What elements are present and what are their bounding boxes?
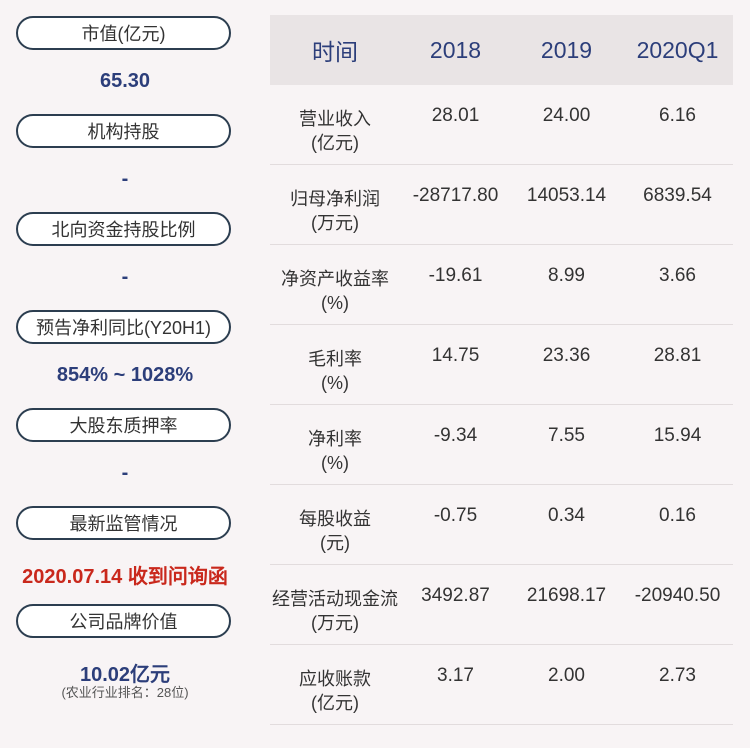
market-cap-label: 市值(亿元) — [16, 16, 231, 50]
row-label-unit: (元) — [320, 533, 350, 553]
row-value-2018: 3.17 — [437, 665, 474, 686]
row-label-name: 营业收入 — [299, 109, 371, 129]
row-label-name: 净资产收益率 — [281, 269, 389, 289]
header-period: 时间 — [312, 39, 358, 65]
row-value-2019: 23.36 — [542, 345, 591, 366]
institutional-holding-label: 机构持股 — [16, 114, 231, 148]
row-value-2019: 14053.14 — [526, 185, 607, 206]
row-label-unit: (%) — [321, 293, 349, 313]
row-label-name: 应收账款 — [299, 669, 371, 689]
row-value-2019: 0.34 — [548, 505, 585, 526]
row-value-2020q1: 6839.54 — [643, 185, 712, 206]
table-header: 时间 2018 2019 2020Q1 — [270, 15, 733, 85]
table-row: 净资产收益率 (%) -19.61 8.99 3.66 — [270, 245, 733, 325]
row-label: 毛利率 (%) — [270, 325, 400, 404]
pledge-ratio-label: 大股东质押率 — [16, 408, 231, 442]
profit-forecast-value: 854% ~ 1028% — [56, 364, 194, 386]
institutional-holding-value: - — [121, 168, 129, 190]
table-body: 营业收入 (亿元) 28.01 24.00 6.16 归母净利润 (万元) -28717.80… — [270, 85, 733, 725]
table-row: 经营活动现金流 (万元) 3492.87 21698.17 -20940.50 — [270, 565, 733, 645]
northbound-holding-label: 北向资金持股比例 — [16, 212, 231, 246]
row-value-2019: 8.99 — [548, 265, 585, 286]
row-value-2018: -9.34 — [433, 425, 478, 446]
row-value-2020q1: -20940.50 — [634, 585, 721, 606]
row-label-name: 归母净利润 — [290, 189, 380, 209]
table-row: 每股收益 (元) -0.75 0.34 0.16 — [270, 485, 733, 565]
row-value-2019: 21698.17 — [526, 585, 607, 606]
pledge-ratio-label-text: 大股东质押率 — [69, 416, 178, 436]
row-label: 归母净利润 (万元) — [270, 165, 400, 244]
brand-value-label-text: 公司品牌价值 — [69, 612, 178, 632]
row-value-2018: -19.61 — [428, 265, 483, 286]
market-cap-label-text: 市值(亿元) — [81, 24, 166, 44]
left-panel: 市值(亿元) 65.30 机构持股 - 北向资金持股比例 - 预告净利同比(Y2… — [0, 0, 250, 748]
row-value-2019: 7.55 — [548, 425, 585, 446]
row-value-2018: 14.75 — [431, 345, 480, 366]
market-cap-value: 65.30 — [99, 70, 151, 92]
row-value-2020q1: 28.81 — [653, 345, 702, 366]
financial-table: 时间 2018 2019 2020Q1 营业收入 (亿元) 28.01 24.00 6.… — [270, 15, 733, 725]
row-label-unit: (万元) — [311, 613, 359, 633]
row-value-2020q1: 0.16 — [659, 505, 696, 526]
row-label-unit: (%) — [321, 453, 349, 473]
header-2020q1: 2020Q1 — [636, 36, 719, 63]
institutional-holding-label-text: 机构持股 — [87, 122, 160, 142]
northbound-holding-label-text: 北向资金持股比例 — [51, 220, 196, 240]
row-label: 净资产收益率 (%) — [270, 245, 400, 324]
brand-value-value: 10.02亿元 — [79, 664, 171, 686]
brand-value-rank: (农业行业排名：28位) — [61, 685, 189, 700]
table-row: 应收账款 (亿元) 3.17 2.00 2.73 — [270, 645, 733, 725]
brand-value-label: 公司品牌价值 — [16, 604, 231, 638]
row-value-2020q1: 3.66 — [659, 265, 696, 286]
profit-forecast-label-text: 预告净利同比(Y20H1) — [35, 318, 212, 338]
row-value-2020q1: 6.16 — [659, 105, 696, 126]
row-label-name: 每股收益 — [299, 509, 371, 529]
row-label: 经营活动现金流 (万元) — [270, 565, 400, 644]
row-label: 每股收益 (元) — [270, 485, 400, 564]
header-2019: 2019 — [540, 36, 593, 63]
row-label-unit: (%) — [321, 373, 349, 393]
row-label: 应收账款 (亿元) — [270, 645, 400, 724]
row-label-unit: (亿元) — [311, 693, 359, 713]
table-row: 毛利率 (%) 14.75 23.36 28.81 — [270, 325, 733, 405]
table-row: 营业收入 (亿元) 28.01 24.00 6.16 — [270, 85, 733, 165]
regulatory-status-label-text: 最新监管情况 — [69, 514, 178, 534]
header-2018: 2018 — [429, 36, 482, 63]
row-label-name: 净利率 — [308, 429, 362, 449]
northbound-holding-value: - — [121, 266, 129, 288]
row-value-2018: 3492.87 — [421, 585, 490, 606]
row-label-name: 毛利率 — [308, 349, 362, 369]
row-label-name: 经营活动现金流 — [272, 589, 398, 609]
table-row: 归母净利润 (万元) -28717.80 14053.14 6839.54 — [270, 165, 733, 245]
profit-forecast-label: 预告净利同比(Y20H1) — [16, 310, 231, 344]
regulatory-status-value: 2020.07.14 收到问询函 — [22, 566, 228, 588]
regulatory-status-label: 最新监管情况 — [16, 506, 231, 540]
row-value-2020q1: 15.94 — [653, 425, 702, 446]
row-value-2018: -0.75 — [433, 505, 478, 526]
row-label: 净利率 (%) — [270, 405, 400, 484]
row-value-2019: 2.00 — [548, 665, 585, 686]
row-label-unit: (亿元) — [311, 133, 359, 153]
table-row: 净利率 (%) -9.34 7.55 15.94 — [270, 405, 733, 485]
row-value-2018: 28.01 — [431, 105, 480, 126]
row-value-2019: 24.00 — [542, 105, 591, 126]
row-value-2018: -28717.80 — [412, 185, 499, 206]
row-label-unit: (万元) — [311, 213, 359, 233]
row-label: 营业收入 (亿元) — [270, 85, 400, 164]
pledge-ratio-value: - — [121, 462, 129, 484]
row-value-2020q1: 2.73 — [659, 665, 696, 686]
